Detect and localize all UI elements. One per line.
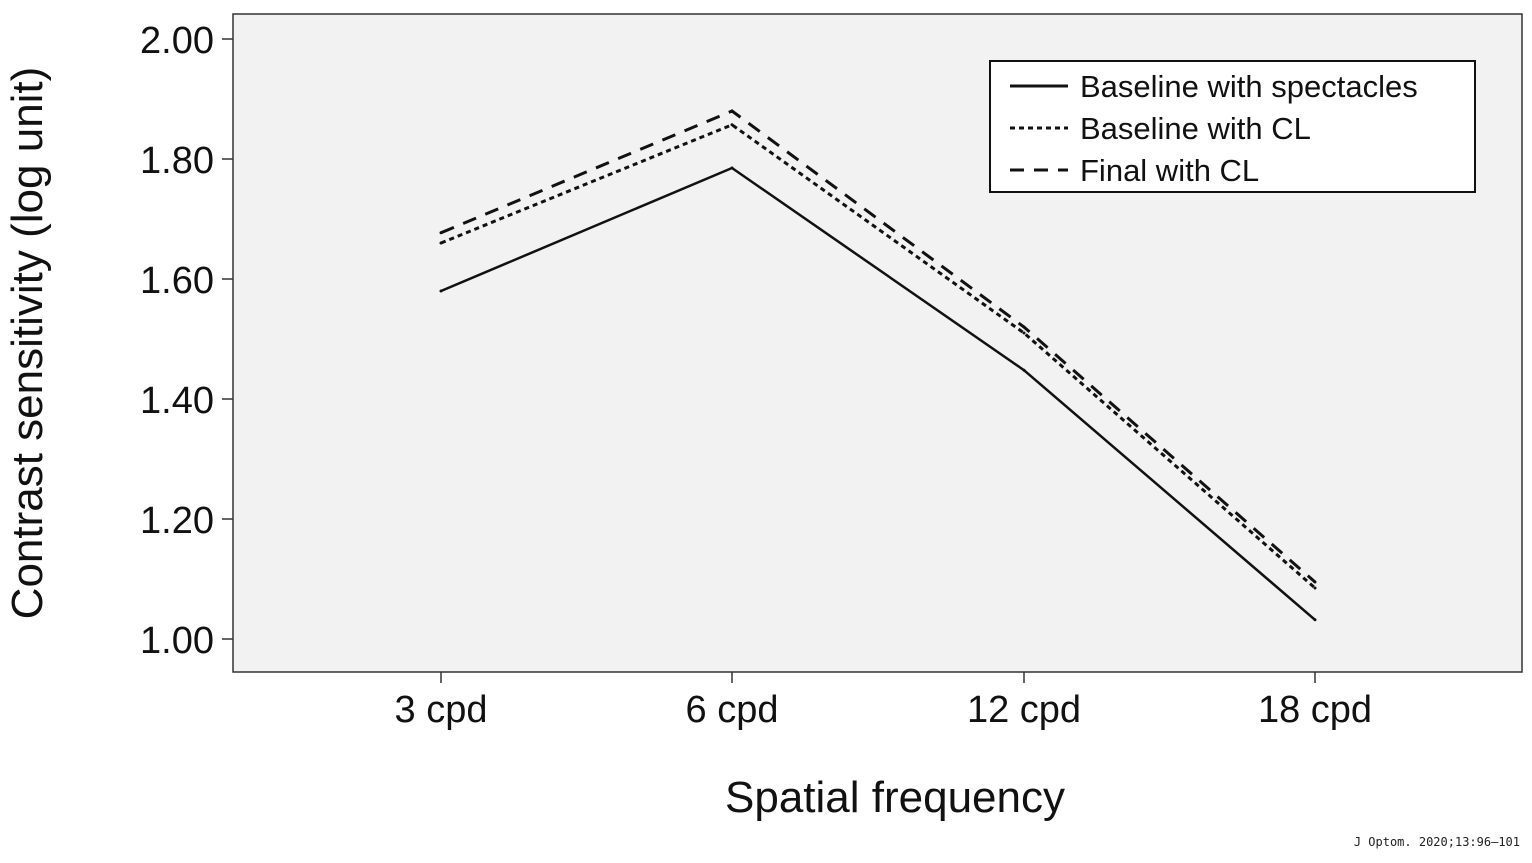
series-line-dash-dot: [440, 109, 1316, 584]
y-tick-label: 1.80: [140, 140, 214, 182]
data-point: [730, 166, 734, 170]
data-point: [730, 109, 734, 113]
data-point: [1022, 325, 1026, 329]
y-tick-label: 1.40: [140, 380, 214, 422]
data-point: [730, 123, 734, 127]
data-point: [1313, 618, 1317, 622]
data-point: [1313, 580, 1317, 584]
x-axis-label: Spatial frequency: [725, 773, 1065, 822]
x-tick-label: 3 cpd: [395, 689, 488, 731]
data-point: [1022, 368, 1026, 372]
data-point: [1313, 586, 1317, 590]
legend-label: Final with CL: [1080, 153, 1259, 188]
y-tick-label: 2.00: [140, 20, 214, 62]
y-tick-label: 1.60: [140, 260, 214, 302]
legend: Baseline with spectacles Baseline with CL…: [989, 60, 1476, 193]
series-line-solid: [440, 166, 1316, 621]
x-tick-label: 6 cpd: [686, 689, 779, 731]
data-point: [439, 231, 443, 235]
legend-label: Baseline with CL: [1080, 111, 1311, 146]
citation: J Optom. 2020;13:96–101: [1353, 835, 1520, 849]
y-tick-label: 1.20: [140, 500, 214, 542]
y-tick-label: 1.00: [140, 620, 214, 662]
x-tick-label: 12 cpd: [967, 689, 1081, 731]
series-line-dotted: [440, 123, 1316, 590]
data-point: [1022, 331, 1026, 335]
legend-box: [989, 60, 1476, 193]
x-tick-label: 18 cpd: [1258, 689, 1372, 731]
data-point: [439, 241, 443, 245]
y-axis-label: Contrast sensitivity (log unit): [3, 67, 52, 620]
legend-label: Baseline with spectacles: [1080, 69, 1418, 104]
data-point: [439, 289, 443, 293]
